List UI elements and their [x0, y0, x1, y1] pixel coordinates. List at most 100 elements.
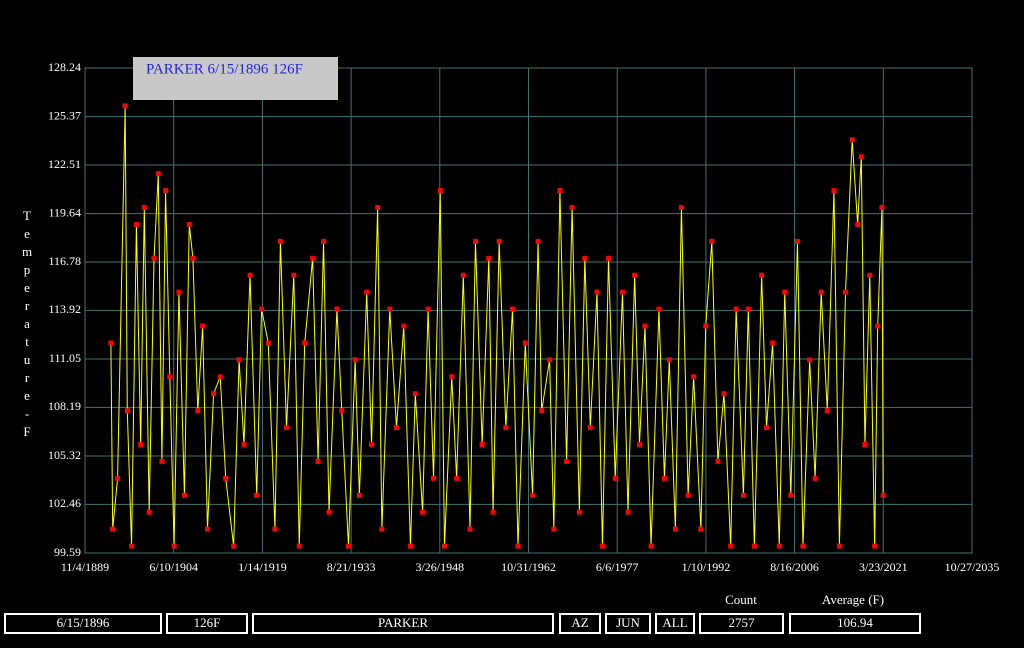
data-point [496, 238, 502, 244]
data-point [733, 306, 739, 312]
y-tick-label: 119.64 [48, 205, 81, 219]
data-point [326, 509, 332, 515]
data-point [181, 492, 187, 498]
data-point [564, 458, 570, 464]
y-tick-label: 122.51 [48, 157, 81, 171]
data-point [441, 543, 447, 549]
data [108, 103, 886, 549]
data-point [530, 492, 536, 498]
data-point [460, 272, 466, 278]
data-point [115, 475, 121, 481]
field-box [605, 613, 651, 634]
data-point [836, 543, 842, 549]
grid: 99.59 102.46 105.32 108.19 111.05 113.92 116.7… [48, 60, 999, 574]
data-point [375, 204, 381, 210]
data-point [195, 408, 201, 414]
data-point [503, 425, 509, 431]
data-point [703, 323, 709, 329]
data-point [236, 357, 242, 363]
data-point [619, 289, 625, 295]
data-point [648, 543, 654, 549]
data-point [831, 188, 837, 194]
data-point [310, 255, 316, 261]
field-temp: 126F [194, 615, 221, 630]
data-point [800, 543, 806, 549]
data-point [190, 255, 196, 261]
data-point [685, 492, 691, 498]
data-point [387, 306, 393, 312]
x-tick-label: 3/26/1948 [415, 560, 464, 574]
footer: Count Average (F) 6/15/1896 126F PARKER AZ J… [4, 592, 921, 634]
field-count: 2757 [729, 615, 756, 630]
data-point [231, 543, 237, 549]
y-tick-label: 128.24 [48, 60, 81, 74]
x-tick-label: 1/10/1992 [682, 560, 731, 574]
y-axis-label: Temperature-F [20, 208, 35, 442]
data-point [283, 425, 289, 431]
data-point [642, 323, 648, 329]
data-point [211, 391, 217, 397]
data-point [490, 509, 496, 515]
x-tick-label: 8/16/2006 [770, 560, 819, 574]
field-date: 6/15/1896 [57, 615, 110, 630]
data-point [672, 526, 678, 532]
data-point [510, 306, 516, 312]
data-point [691, 374, 697, 380]
data-point [186, 221, 192, 227]
data-point [204, 526, 210, 532]
data-point [407, 543, 413, 549]
data-point [254, 492, 260, 498]
data-point [259, 306, 265, 312]
data-point [247, 272, 253, 278]
data-point [824, 408, 830, 414]
data-point [265, 340, 271, 346]
average-label: Average (F) [822, 592, 884, 607]
data-point [656, 306, 662, 312]
data-point [110, 526, 116, 532]
data-point [594, 289, 600, 295]
field-box [655, 613, 695, 634]
data-point [770, 340, 776, 346]
data-point [176, 289, 182, 295]
data-point [479, 441, 485, 447]
data-point [855, 221, 861, 227]
data-point [345, 543, 351, 549]
data-point [339, 408, 345, 414]
data-point [637, 441, 643, 447]
data-point [272, 526, 278, 532]
data-point [369, 441, 375, 447]
y-tick-label: 102.46 [48, 496, 81, 510]
x-tick-label: 6/6/1977 [596, 560, 639, 574]
x-tick-label: 10/31/1962 [501, 560, 556, 574]
data-point [557, 188, 563, 194]
data-point [159, 458, 165, 464]
data-point [807, 357, 813, 363]
data-point [606, 255, 612, 261]
data-point [880, 492, 886, 498]
data-point [334, 306, 340, 312]
data-point [163, 188, 169, 194]
data-point [522, 340, 528, 346]
data-point [486, 255, 492, 261]
data-point [401, 323, 407, 329]
data-point [709, 238, 715, 244]
data-point [788, 492, 794, 498]
y-tick-label: 108.19 [48, 399, 81, 413]
data-point [241, 441, 247, 447]
data-point [539, 408, 545, 414]
data-point [782, 289, 788, 295]
x-tick-label: 11/4/1889 [61, 560, 109, 574]
field-box [789, 613, 921, 634]
data-point [551, 526, 557, 532]
data-point [715, 458, 721, 464]
data-point [661, 475, 667, 481]
data-point [124, 408, 130, 414]
data-point [569, 204, 575, 210]
data-point [449, 374, 455, 380]
data-point [277, 238, 283, 244]
data-point [776, 543, 782, 549]
y-tick-label: 116.78 [48, 254, 81, 268]
data-point [547, 357, 553, 363]
data-point [666, 357, 672, 363]
